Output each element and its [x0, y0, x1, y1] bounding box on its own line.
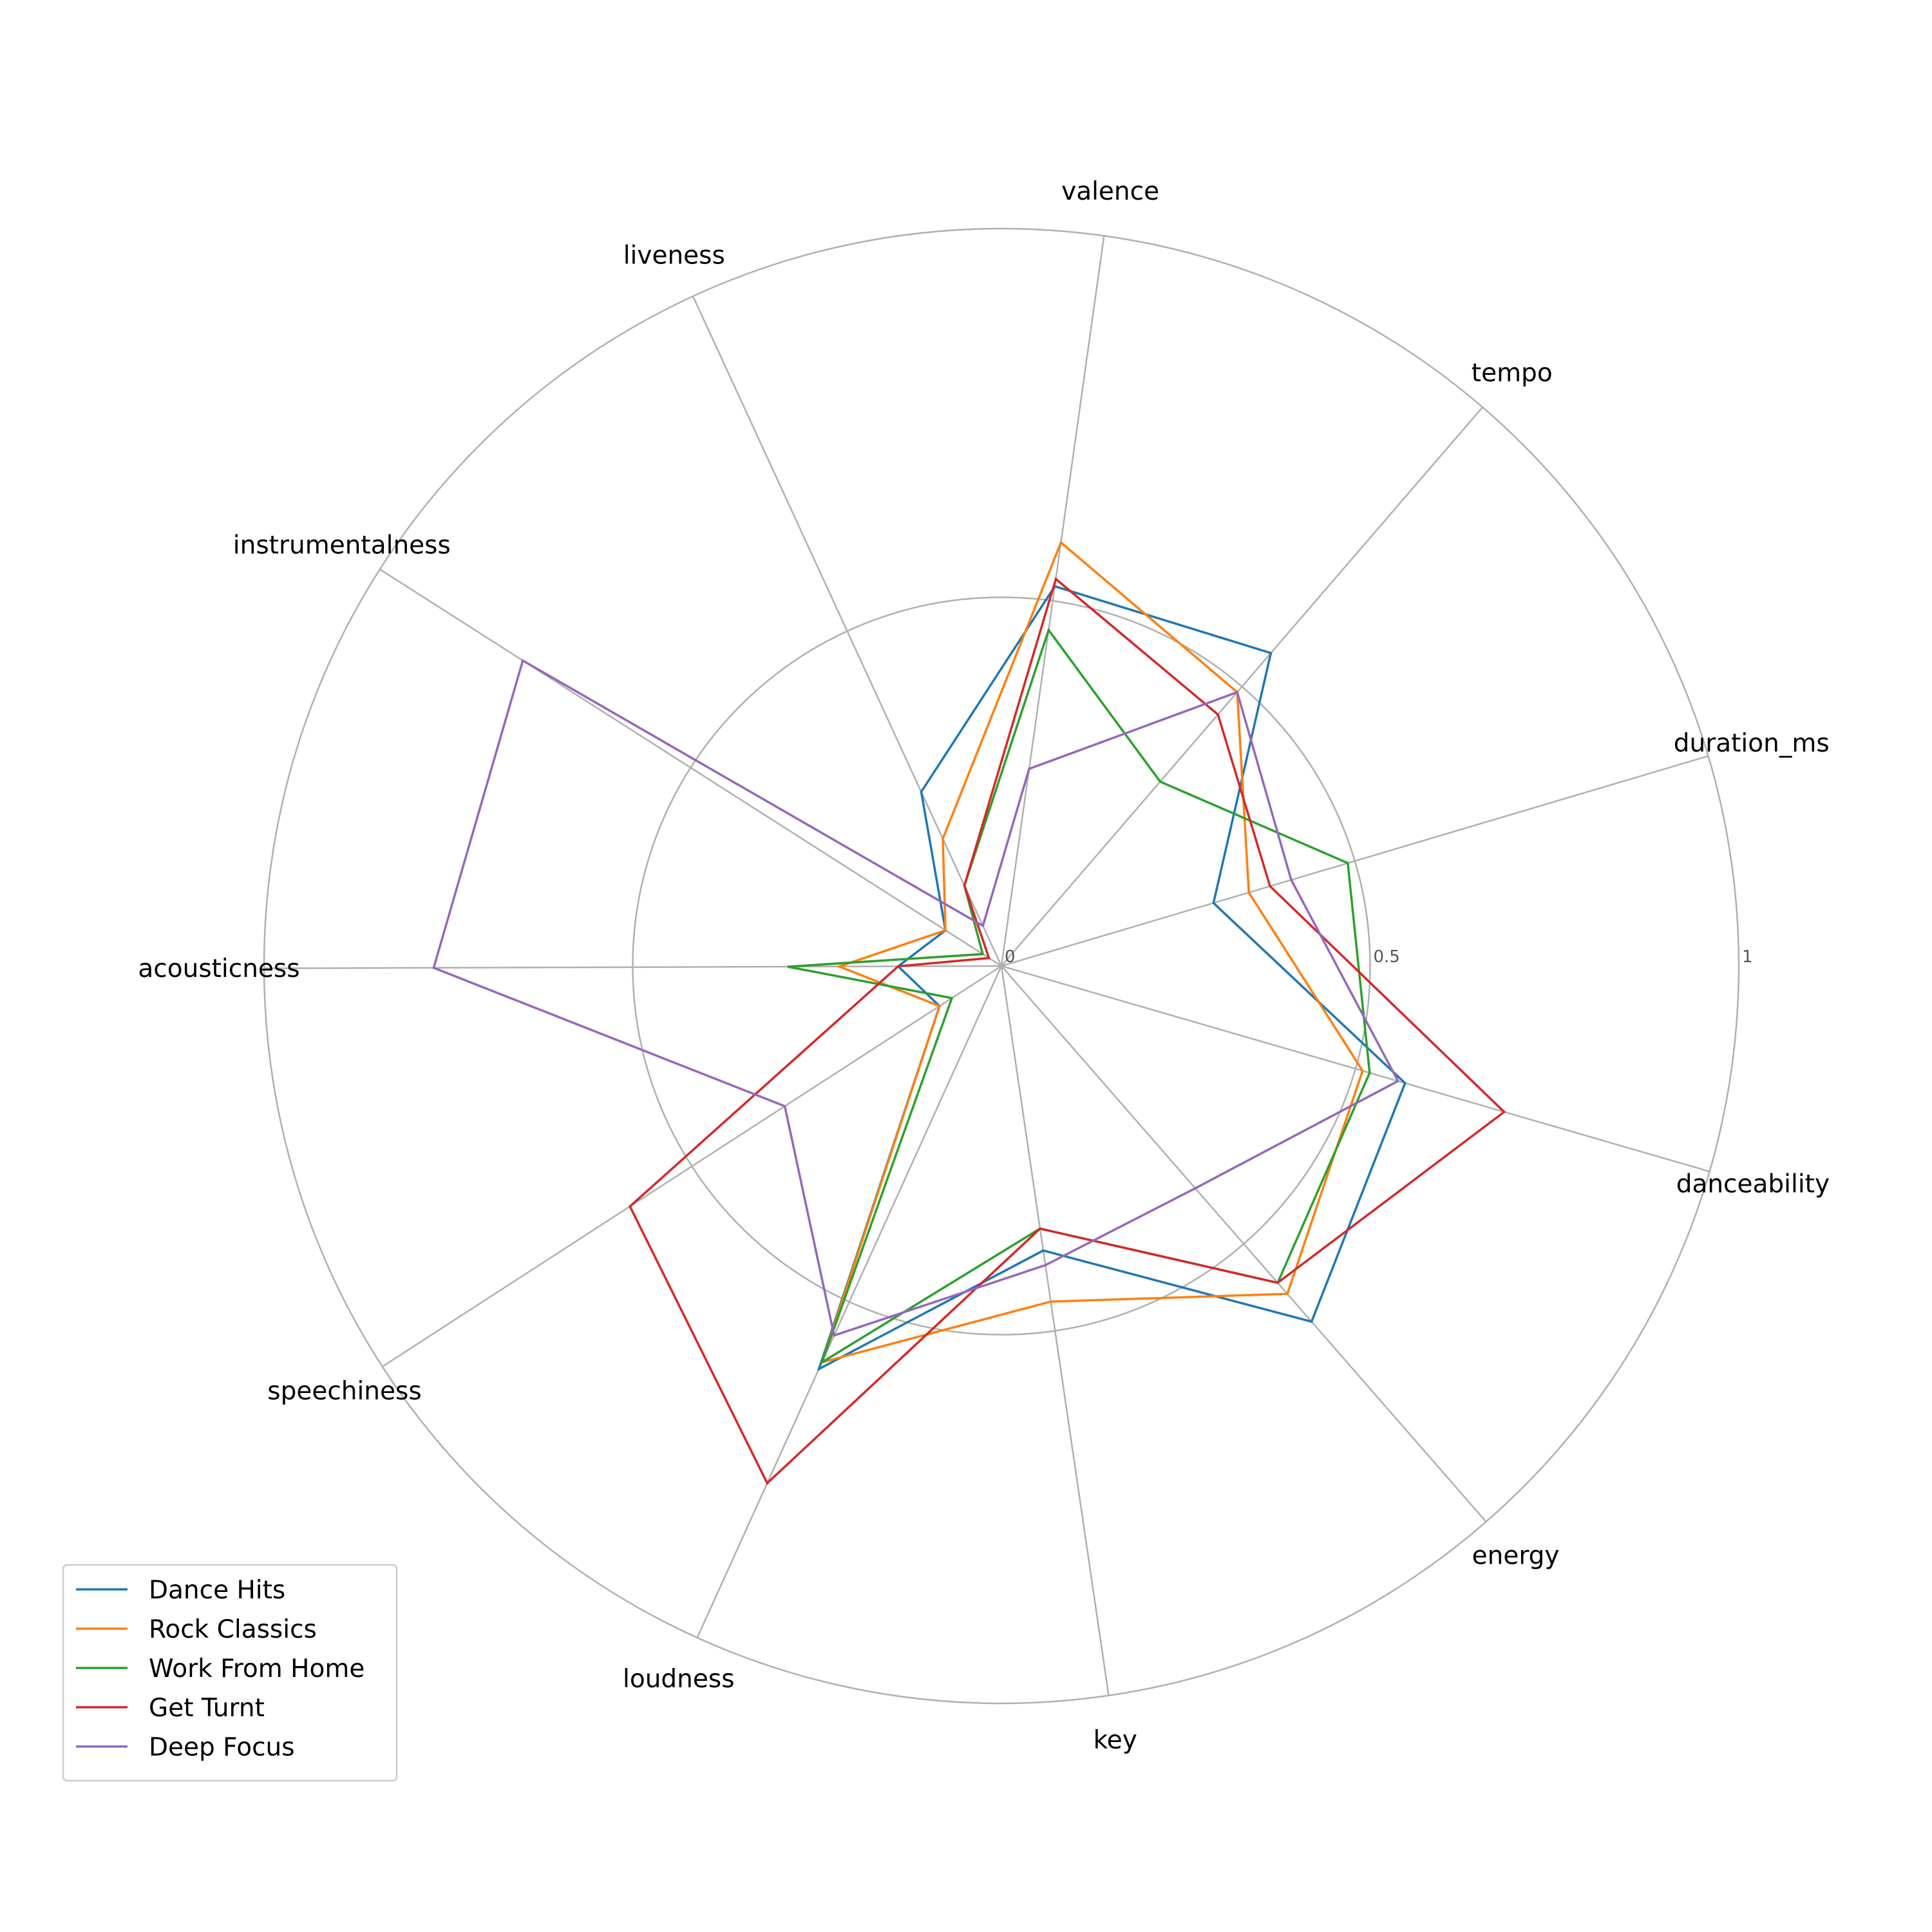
- axis-label-danceability: danceability: [1676, 1170, 1830, 1199]
- legend-label: Deep Focus: [149, 1733, 295, 1762]
- axis-label-acousticness: acousticness: [138, 954, 299, 983]
- axis-label-instrumentalness: instrumentalness: [233, 531, 451, 560]
- series-line-work-from-home: [787, 627, 1371, 1365]
- legend: Dance Hits Rock Classics Work From Home Get…: [62, 1564, 398, 1782]
- axis-spoke: [379, 568, 1002, 967]
- r-tick-label: 0: [1005, 947, 1016, 967]
- series-line-deep-focus: [432, 659, 1400, 1337]
- legend-label: Rock Classics: [149, 1615, 317, 1644]
- axis-spoke: [692, 296, 1003, 967]
- series-line-dance-hits: [817, 585, 1406, 1372]
- series-layer: [432, 540, 1506, 1485]
- legend-label: Dance Hits: [149, 1576, 285, 1605]
- axis-spoke: [1000, 965, 1110, 1696]
- axis-label-speechiness: speechiness: [267, 1377, 421, 1406]
- axis-spoke: [1000, 235, 1105, 967]
- grid-circle: [632, 596, 1371, 1336]
- r-tick-label: 0.5: [1374, 947, 1400, 967]
- series-line-rock-classics: [820, 540, 1364, 1364]
- axis-spoke: [696, 965, 1003, 1638]
- legend-box: [62, 1564, 398, 1782]
- axis-label-energy: energy: [1472, 1542, 1560, 1571]
- legend-label: Get Turnt: [149, 1694, 265, 1723]
- axis-label-loudness: loudness: [623, 1665, 735, 1694]
- grid-circle: [263, 227, 1740, 1705]
- axis-spoke: [264, 965, 1002, 969]
- r-tick-label: 1: [1742, 947, 1753, 967]
- axis-spoke: [1001, 965, 1487, 1522]
- axis-label-tempo: tempo: [1472, 359, 1553, 388]
- axis-spoke: [382, 965, 1002, 1368]
- axis-labels: valence liveness instrumentalness acousticn…: [138, 177, 1830, 1755]
- axis-spoke: [1001, 406, 1484, 967]
- axis-label-key: key: [1094, 1726, 1137, 1755]
- axis-label-valence: valence: [1061, 177, 1159, 206]
- axis-spoke: [1001, 965, 1710, 1173]
- axis-label-duration_ms: duration_ms: [1674, 729, 1830, 758]
- series-line-get-turnt: [629, 577, 1506, 1485]
- legend-label: Work From Home: [149, 1654, 365, 1683]
- polar-grid: 0 0.5 1: [263, 227, 1753, 1705]
- axis-label-liveness: liveness: [623, 241, 725, 270]
- axis-spoke: [1001, 755, 1709, 967]
